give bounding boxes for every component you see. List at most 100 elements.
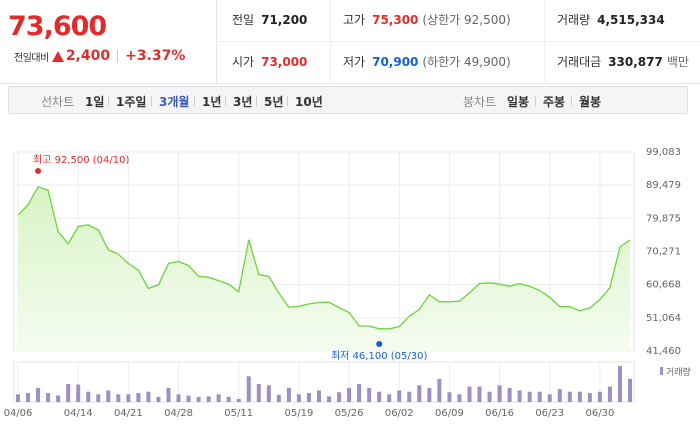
volume-bar [507, 387, 512, 402]
period-1w[interactable]: 1주일 [116, 95, 147, 109]
volume-bar [617, 366, 622, 402]
period-1y[interactable]: 1년 [202, 95, 222, 109]
divider [117, 49, 119, 63]
volume-label: 거래량 [557, 13, 591, 27]
period-5y[interactable]: 5년 [264, 95, 284, 109]
volume-bar [46, 393, 51, 402]
volume-bar [246, 376, 251, 402]
volume-bar [146, 391, 151, 402]
volume-bar [296, 394, 301, 402]
divider [151, 96, 152, 106]
volume-bar [86, 391, 91, 402]
high-marker [35, 168, 42, 174]
candle-daily[interactable]: 일봉 [507, 95, 530, 109]
change-row: 전일대비 2,400 +3.37% [14, 48, 185, 64]
volume-bar [176, 394, 181, 402]
x-tick-label: 04/21 [114, 408, 143, 419]
change-label: 전일대비 [14, 52, 49, 64]
volume-bar [357, 384, 362, 402]
volume-bar [427, 387, 432, 402]
x-tick-label: 06/16 [485, 408, 514, 419]
volume-bar [166, 387, 171, 402]
low-value: 70,900 [372, 55, 419, 69]
divider [330, 0, 331, 84]
y-tick-label: 70,271 [646, 247, 681, 258]
line-chart-label: 선차트 [41, 95, 75, 109]
volume-bar [477, 386, 482, 402]
candle-chart-label: 봉차트 [463, 95, 497, 109]
volume-bar [126, 394, 131, 402]
lower-limit: (하한가 49,900) [422, 55, 511, 69]
volume-bar [537, 391, 542, 402]
prev-close-label: 전일 [232, 13, 255, 27]
volume-bar [417, 385, 422, 402]
volume-bar [276, 394, 281, 402]
volume-bar [527, 391, 532, 402]
high-value: 75,300 [372, 13, 419, 27]
volume-bar [567, 391, 572, 402]
volume-bar [327, 396, 332, 402]
volume-bar [226, 396, 231, 402]
trade-value-unit: 백만 [666, 55, 689, 69]
x-tick-label: 06/23 [535, 408, 564, 419]
volume-frame [13, 361, 635, 403]
period-3y[interactable]: 3년 [233, 95, 253, 109]
quote-header: 73,600 전일대비 2,400 +3.37% 전일 71,200 고가 75,3… [0, 0, 700, 84]
x-tick-label: 04/28 [164, 408, 193, 419]
volume-bar [136, 393, 141, 402]
volume-bar [286, 387, 291, 402]
period-1d[interactable]: 1일 [85, 95, 105, 109]
low-annotation: 최저 46,100 (05/30) [331, 350, 427, 362]
candle-weekly[interactable]: 주봉 [543, 95, 566, 109]
x-tick-label: 04/06 [4, 408, 33, 419]
volume-bar [387, 394, 392, 402]
candle-monthly[interactable]: 월봉 [579, 95, 602, 109]
volume-bar [397, 390, 402, 402]
volume-legend-label: 거래량 [666, 366, 691, 378]
volume-bar [26, 393, 31, 402]
y-tick-label: 41,460 [646, 346, 681, 357]
chart-toolbar: 선차트 1일 1주일 3개월 1년 3년 5년 10년 봉차트 일봉 주봉 월봉 [8, 86, 688, 114]
volume-bar [56, 395, 61, 402]
volume-bar [577, 391, 582, 402]
volume-bar [116, 394, 121, 402]
volume-bar [36, 387, 41, 402]
open-price: 시가 73,000 [232, 53, 307, 70]
prev-close: 전일 71,200 [232, 11, 307, 28]
volume-bar [547, 394, 552, 402]
volume-bar [96, 394, 101, 402]
period-3m[interactable]: 3개월 [159, 95, 190, 109]
trade-value-label: 거래대금 [557, 55, 602, 69]
volume-bar [16, 394, 20, 402]
volume-value: 4,515,334 [597, 13, 665, 27]
change-value: 2,400 [65, 48, 111, 64]
volume-bar [306, 393, 311, 402]
volume-bar [457, 394, 462, 402]
open-label: 시가 [232, 55, 255, 69]
divider [535, 96, 536, 106]
volume-bar [587, 393, 592, 402]
low-label: 저가 [343, 55, 366, 69]
stats-row-2: 시가 73,000 저가 70,900 (하한가 49,900) 거래대금 330,87… [218, 42, 700, 84]
volume-bar [337, 392, 342, 402]
volume-bar [628, 378, 632, 402]
divider [108, 96, 109, 106]
open-value: 73,000 [261, 55, 308, 69]
volume-bar [557, 389, 562, 402]
volume-bar [437, 378, 442, 402]
high-annotation: 최고 92,500 (04/10) [33, 154, 129, 166]
x-tick-label: 06/02 [385, 408, 414, 419]
price-box: 73,600 전일대비 2,400 +3.37% [0, 0, 217, 84]
price-area [18, 186, 630, 351]
change-percent: +3.37% [125, 48, 186, 64]
divider [256, 96, 257, 106]
volume-bar [447, 392, 452, 402]
high-price: 고가 75,300 (상한가 92,500) [343, 11, 511, 28]
divider [571, 96, 572, 106]
divider [225, 96, 226, 106]
period-10y[interactable]: 10년 [295, 95, 323, 109]
volume-bar [467, 386, 472, 402]
volume-bar [196, 396, 201, 402]
stats-grid: 전일 71,200 고가 75,300 (상한가 92,500) 거래량 4,515,3… [218, 0, 700, 84]
volume-bar [407, 391, 412, 402]
